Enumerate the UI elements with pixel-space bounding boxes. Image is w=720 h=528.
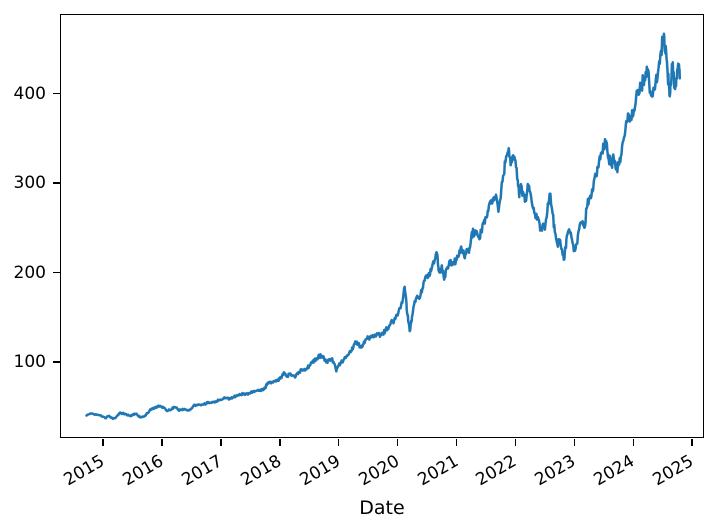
x-tick-label: 2022 xyxy=(472,451,521,491)
x-tick-label: 2017 xyxy=(178,451,226,491)
x-tick-label: 2020 xyxy=(355,451,403,491)
x-tick-mark xyxy=(573,438,576,446)
y-tick-mark xyxy=(52,182,60,184)
x-tick-label: 2025 xyxy=(649,451,698,491)
y-tick-label: 400 xyxy=(13,83,46,104)
x-tick-label: 2023 xyxy=(531,451,580,491)
x-tick-mark xyxy=(102,438,104,446)
y-tick-label: 200 xyxy=(13,262,46,283)
x-tick-mark xyxy=(455,438,458,446)
x-tick-mark xyxy=(632,438,635,446)
price-line-chart xyxy=(85,32,682,421)
x-axis-title: Date xyxy=(359,497,405,519)
y-tick-label: 100 xyxy=(13,351,46,372)
y-tick-mark xyxy=(52,361,60,363)
price-line-series xyxy=(85,32,682,421)
x-tick-mark xyxy=(514,438,517,446)
x-tick-label: 2016 xyxy=(119,451,167,491)
x-tick-mark xyxy=(161,438,163,446)
x-tick-label: 2019 xyxy=(296,451,344,491)
x-tick-label: 2015 xyxy=(60,451,108,491)
plot-area xyxy=(60,14,704,438)
x-tick-mark xyxy=(220,438,222,446)
x-tick-mark xyxy=(279,438,281,446)
x-tick-label: 2021 xyxy=(414,451,462,491)
x-tick-mark xyxy=(337,438,340,446)
y-tick-label: 300 xyxy=(13,173,46,194)
y-tick-mark xyxy=(52,271,60,274)
x-tick-mark xyxy=(396,438,399,446)
x-tick-label: 2024 xyxy=(590,451,639,491)
x-tick-label: 2018 xyxy=(237,451,285,491)
x-tick-mark xyxy=(691,438,693,446)
y-tick-mark xyxy=(52,92,60,95)
